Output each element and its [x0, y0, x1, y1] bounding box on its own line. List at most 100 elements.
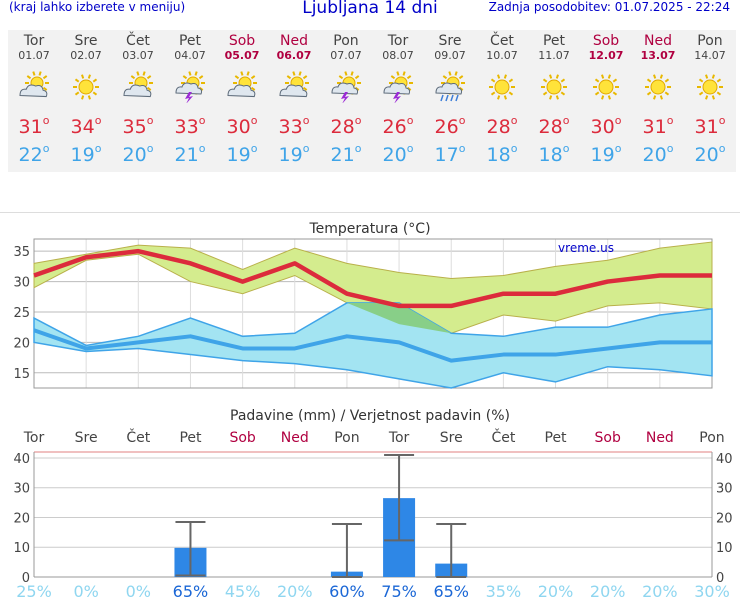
- y-tick-label-right: 30: [716, 482, 733, 497]
- min-temperature: 18o: [476, 142, 528, 166]
- menu-hint[interactable]: (kraj lahko izberete v meniju): [9, 0, 186, 14]
- min-temperature: 19o: [216, 142, 268, 166]
- y-tick-label: 20: [13, 511, 30, 526]
- sun-icon: [489, 74, 515, 100]
- max-temperature: 31o: [684, 114, 736, 138]
- day-column: Čet 10.07 28o 18o: [476, 30, 528, 172]
- precipitation-probability: 20%: [642, 582, 678, 600]
- degree-sign: o: [302, 142, 310, 155]
- x-tick-label: Pon: [334, 430, 359, 446]
- y-tick-label: 40: [13, 452, 30, 467]
- day-name: Sre: [438, 33, 462, 49]
- min-temperature: 19o: [268, 142, 320, 166]
- sun-icon: [541, 74, 567, 100]
- max-temperature-value: 33: [278, 116, 303, 138]
- min-temperature: 22o: [8, 142, 60, 166]
- day-date: 04.07: [174, 49, 206, 62]
- max-temperature-line: [33, 248, 712, 309]
- min-temperature-value: 21: [330, 144, 355, 166]
- y-tick-label: 35: [13, 245, 30, 260]
- day-column: Pon 14.07 31o 20o: [684, 30, 736, 172]
- max-temperature-value: 28: [486, 116, 511, 138]
- max-temperature: 35o: [112, 114, 164, 138]
- day-date: 14.07: [694, 49, 726, 62]
- min-temperature-value: 20: [694, 144, 719, 166]
- day-name: Ned: [644, 33, 672, 49]
- day-column: Sob 05.07 30o 19o: [216, 30, 268, 172]
- x-tick-label: Sre: [440, 430, 463, 446]
- max-temperature: 28o: [528, 114, 580, 138]
- day-name: Sob: [592, 33, 620, 49]
- precipitation-probability: 0%: [73, 582, 98, 600]
- precipitation-probability: 0%: [126, 582, 151, 600]
- min-temperature-value: 19: [226, 144, 251, 166]
- watermark: vreme.us: [558, 241, 614, 255]
- precipitation-probability: 60%: [329, 582, 365, 600]
- y-tick-label: 20: [13, 336, 30, 351]
- max-temperature-value: 26: [434, 116, 459, 138]
- temperature-chart-title: Temperatura (°C): [308, 221, 430, 237]
- day-date: 13.07: [640, 49, 676, 62]
- day-column: Ned 06.07 33o 19o: [268, 30, 320, 172]
- min-temperature-value: 19: [278, 144, 303, 166]
- max-temperature-value: 31: [694, 116, 719, 138]
- day-name: Tor: [387, 33, 409, 49]
- min-temperature-value: 18: [538, 144, 563, 166]
- min-temperature: 20o: [112, 142, 164, 166]
- x-tick-label: Tor: [23, 430, 45, 446]
- min-temperature-value: 19: [590, 144, 615, 166]
- sun-cloud-icon: [19, 71, 49, 98]
- max-temperature: 26o: [372, 114, 424, 138]
- day-date: 01.07: [18, 49, 50, 62]
- degree-sign: o: [250, 114, 258, 127]
- degree-sign: o: [510, 142, 518, 155]
- day-name: Sre: [74, 33, 98, 49]
- min-temperature: 20o: [632, 142, 684, 166]
- thunderstorm-sun-icon: [331, 71, 361, 103]
- day-column: Pet 11.07 28o 18o: [528, 30, 580, 172]
- precipitation-probability: 30%: [694, 582, 730, 600]
- degree-sign: o: [406, 142, 414, 155]
- precipitation-probability: 20%: [277, 582, 313, 600]
- day-date: 07.07: [330, 49, 362, 62]
- min-temperature: 21o: [320, 142, 372, 166]
- sun-rain-icon: [435, 71, 465, 102]
- day-date: 10.07: [486, 49, 518, 62]
- divider: [0, 212, 740, 213]
- min-temperature-value: 20: [382, 144, 407, 166]
- y-tick-label-right: 40: [716, 452, 733, 467]
- max-temperature-value: 28: [538, 116, 563, 138]
- precipitation-probability: 65%: [433, 582, 469, 600]
- max-temperature: 28o: [476, 114, 528, 138]
- y-tick-label: 25: [13, 306, 30, 321]
- x-tick-label: Čet: [491, 428, 515, 446]
- day-date: 02.07: [70, 49, 102, 62]
- degree-sign: o: [510, 114, 518, 127]
- precipitation-probability: 20%: [538, 582, 574, 600]
- degree-sign: o: [146, 142, 154, 155]
- max-temperature-value: 35: [122, 116, 147, 138]
- day-column: Sob 12.07 30o 19o: [580, 30, 632, 172]
- degree-sign: o: [250, 142, 258, 155]
- degree-sign: o: [458, 114, 466, 127]
- min-temperature-value: 18: [486, 144, 511, 166]
- min-temperature: 21o: [164, 142, 216, 166]
- degree-sign: o: [94, 142, 102, 155]
- degree-sign: o: [562, 114, 570, 127]
- min-temperature: 19o: [580, 142, 632, 166]
- degree-sign: o: [302, 114, 310, 127]
- min-temperature-value: 19: [70, 144, 95, 166]
- max-temperature: 33o: [268, 114, 320, 138]
- sun-icon: [73, 74, 99, 100]
- y-tick-label: 30: [13, 276, 30, 291]
- max-temperature-value: 34: [70, 116, 95, 138]
- degree-sign: o: [406, 114, 414, 127]
- precipitation-probability: 35%: [486, 582, 522, 600]
- min-temperature-value: 21: [174, 144, 199, 166]
- last-update: Zadnja posodobitev: 01.07.2025 - 22:24: [488, 0, 730, 14]
- degree-sign: o: [614, 142, 622, 155]
- day-name: Pet: [542, 33, 566, 49]
- sun-cloud-icon: [123, 71, 153, 98]
- day-column: Sre 02.07 34o 19o: [60, 30, 112, 172]
- sun-cloud-icon: [279, 71, 309, 98]
